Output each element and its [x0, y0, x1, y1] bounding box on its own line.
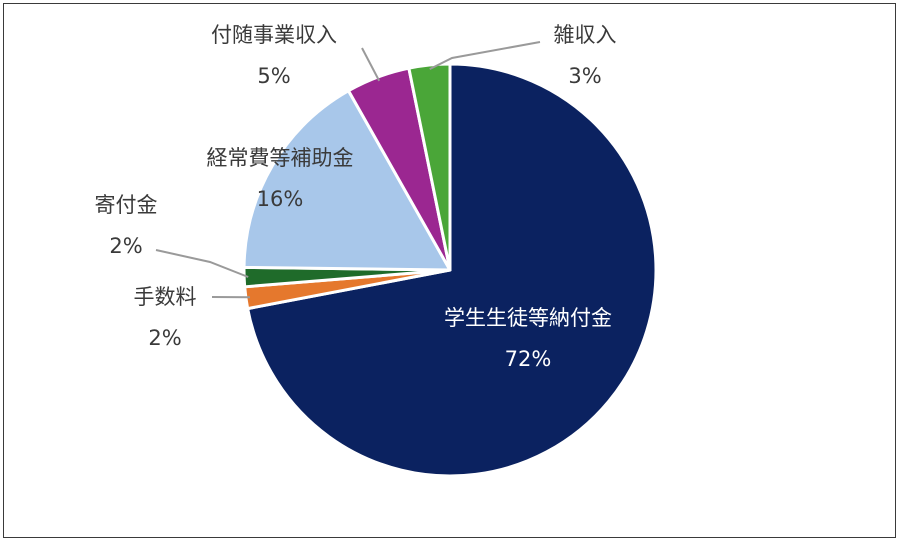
pie-slice-subsidies — [242, 89, 452, 272]
slice-percent-donations: 2% — [109, 234, 142, 258]
leader-lines — [155, 41, 541, 299]
slice-percent-auxiliary: 5% — [257, 64, 290, 88]
slice-percent-fees: 2% — [148, 326, 181, 350]
slice-label-subsidies: 経常費等補助金 — [207, 146, 354, 170]
slice-label-tuition: 学生生徒等納付金 — [444, 306, 612, 330]
slice-label-fees: 手数料 — [134, 285, 197, 309]
leader-line-misc — [429, 41, 541, 70]
slice-percent-tuition: 72% — [505, 347, 552, 371]
slice-percent-misc: 3% — [568, 64, 601, 88]
leader-line-donations — [155, 249, 249, 278]
leader-line-auxiliary — [361, 47, 381, 82]
pie-slice-tuition — [246, 62, 658, 478]
slice-label-donations: 寄付金 — [95, 193, 158, 217]
slice-percent-subsidies: 16% — [257, 187, 304, 211]
pie-slices — [242, 62, 658, 478]
slice-label-misc: 雑収入 — [554, 23, 617, 47]
pie-slice-misc — [407, 62, 452, 272]
slice-label-auxiliary: 付随事業収入 — [211, 23, 337, 47]
